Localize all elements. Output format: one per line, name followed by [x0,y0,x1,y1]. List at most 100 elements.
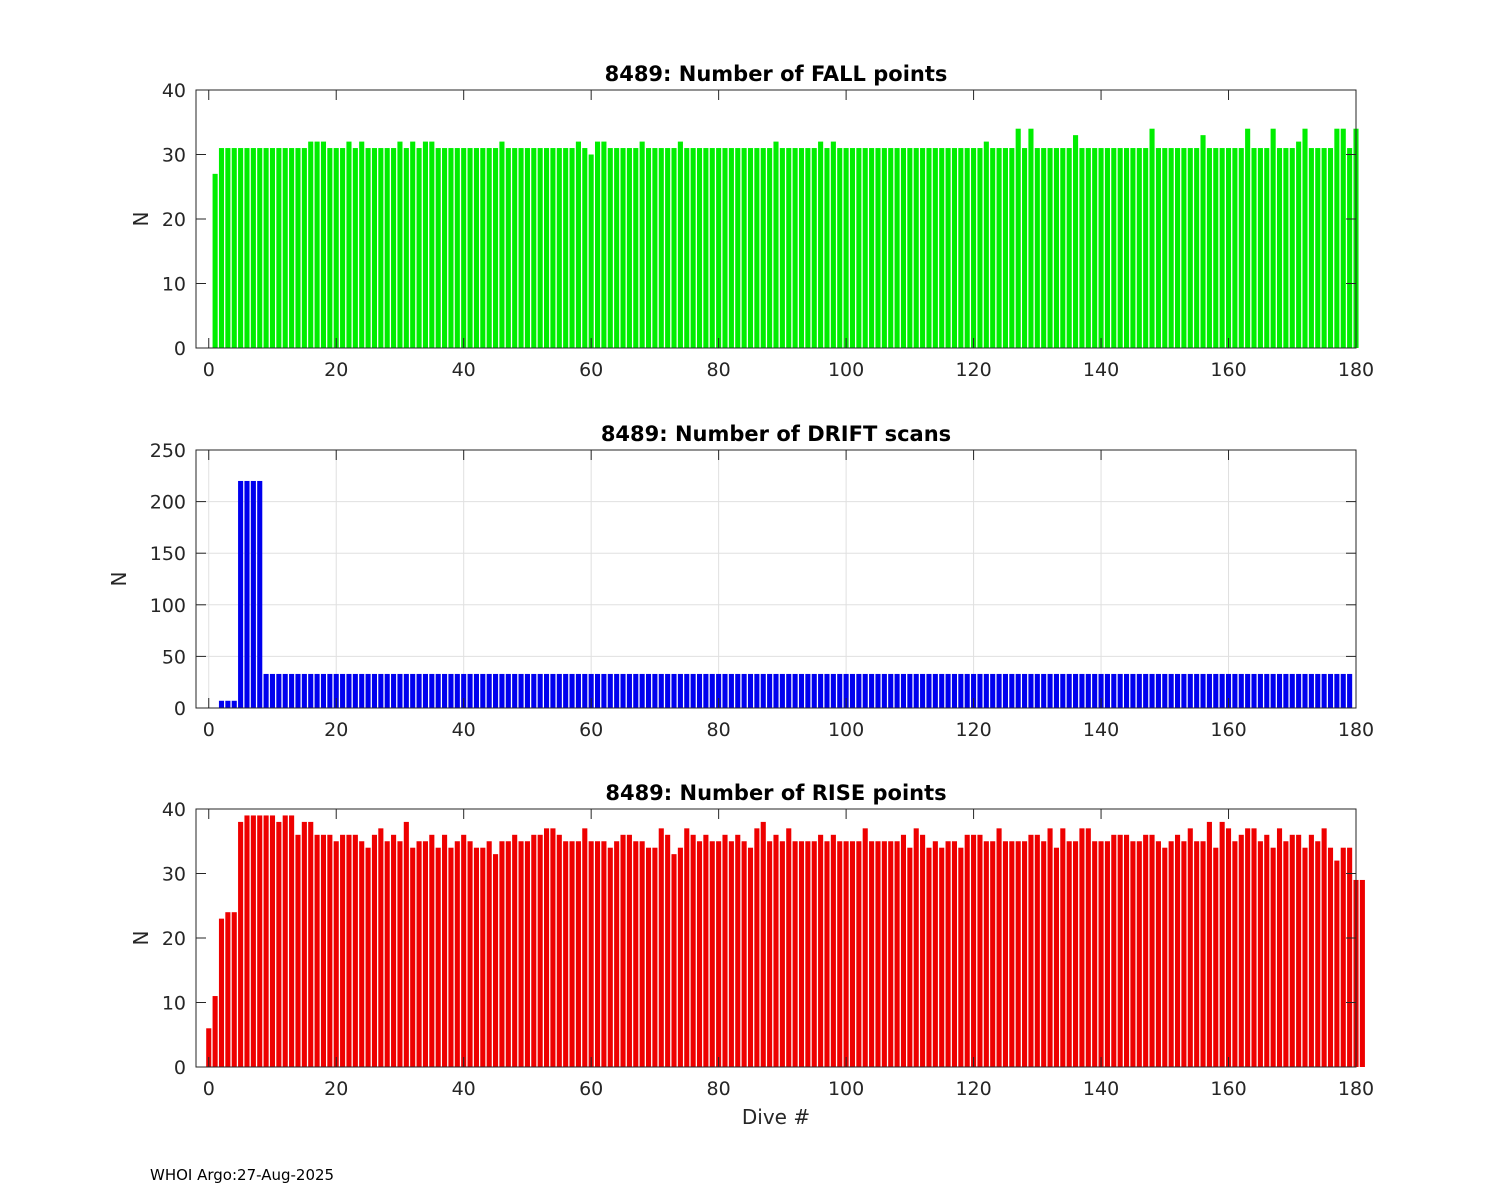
drift-bar [435,673,441,708]
drift-bar [1053,673,1059,708]
fall-bar [888,148,894,348]
rise-bar [391,834,397,1067]
drift-bar [524,673,530,708]
fall-bar [837,148,843,348]
fall-bar [435,148,441,348]
fall-bar [1073,135,1079,348]
drift-xtick-label: 120 [955,719,991,741]
drift-bar [1085,673,1091,708]
fall-bar [601,141,607,348]
rise-bar [276,821,282,1067]
drift-bar [1251,673,1257,708]
drift-bar [626,673,632,708]
fall-bar [250,148,256,348]
rise-bar [971,834,977,1067]
drift-bar [951,673,958,708]
rise-bar [397,841,403,1067]
fall-bar [1143,148,1149,348]
drift-bar [480,673,486,708]
fall-bar [524,148,530,348]
rise-bar [384,841,390,1067]
drift-bar [359,673,365,708]
fall-bar [779,148,785,348]
drift-bar [1181,673,1187,708]
rise-bar [786,828,792,1067]
rise-bar [779,841,785,1067]
rise-bar [690,834,696,1067]
drift-bar [798,673,805,708]
drift-bar [977,673,983,708]
fall-bar [1219,148,1225,348]
rise-bar [1308,834,1314,1067]
drift-bar [818,673,824,708]
rise-bar [371,834,378,1067]
rise-bar [767,841,773,1067]
rise-bar [1155,841,1161,1067]
rise-bar [327,834,333,1067]
fall-bar [1047,148,1053,348]
fall-bar [805,148,811,348]
drift-bar [990,673,996,708]
fall-bar [276,148,282,348]
drift-bar [862,673,868,708]
rise-bar [626,834,632,1067]
drift-bar [269,673,276,708]
rise-bar [435,847,441,1067]
fall-bar [939,148,945,348]
fall-bar [709,148,715,348]
fall-bar [1296,141,1302,348]
drift-bar [550,673,556,708]
fall-bar [926,148,932,348]
fall-bar [951,148,958,348]
fall-bar [1015,128,1021,348]
rise-bar [1002,841,1008,1067]
rise-bar [881,841,887,1067]
drift-bar [314,673,320,708]
fall-bar [1002,148,1008,348]
rise-ytick-label: 20 [162,928,186,950]
fall-bar [633,148,639,348]
rise-bar [1251,828,1257,1067]
rise-bar [1206,821,1212,1067]
drift-bar [1257,673,1263,708]
drift-bar [1155,673,1161,708]
fall-bar [856,148,862,348]
drift-bar [811,673,817,708]
drift-xtick-label: 80 [707,719,731,741]
rise-bar [582,828,588,1067]
fall-bar [352,148,358,348]
fall-bar [754,148,760,348]
rise-bar [1092,841,1098,1067]
rise-xtick-label: 100 [828,1078,864,1100]
rise-bar [422,841,428,1067]
drift-chart-title: 8489: Number of DRIFT scans [601,422,951,446]
drift-bar [869,673,875,708]
drift-bar [327,673,333,708]
fall-bar [1041,148,1047,348]
drift-bar [671,673,677,708]
drift-bar [594,673,601,708]
fall-bar [913,148,919,348]
rise-bar [512,834,518,1067]
fall-bar [900,148,907,348]
fall-bar [1206,148,1212,348]
drift-bar [1073,673,1079,708]
rise-bar [480,847,486,1067]
drift-bar [384,673,390,708]
rise-bar [556,834,562,1067]
rise-bar [410,847,416,1067]
drift-bar [410,673,416,708]
drift-bar [754,673,760,708]
fall-bar [1034,148,1040,348]
rise-bar [244,815,250,1067]
drift-bar [735,673,741,708]
drift-bar [563,673,569,708]
rise-bar [620,834,626,1067]
fall-ytick-label: 20 [162,209,186,231]
drift-bar [1136,673,1142,708]
rise-bar [295,834,301,1067]
fall-bar [767,148,773,348]
fall-bar [760,148,766,348]
drift-bar [378,673,384,708]
rise-bar [996,828,1002,1067]
